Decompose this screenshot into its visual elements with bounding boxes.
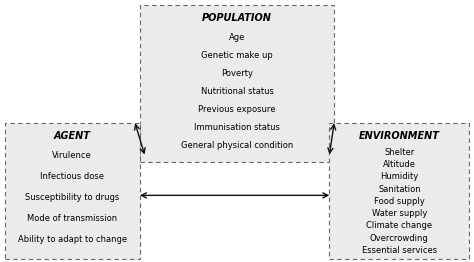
Text: Nutritional status: Nutritional status	[201, 87, 273, 96]
Text: Infectious dose: Infectious dose	[40, 172, 104, 181]
Text: ENVIRONMENT: ENVIRONMENT	[359, 131, 440, 141]
Text: Previous exposure: Previous exposure	[198, 105, 276, 114]
Text: Humidity: Humidity	[380, 172, 419, 181]
Text: Overcrowding: Overcrowding	[370, 233, 428, 243]
Text: Susceptibility to drugs: Susceptibility to drugs	[25, 193, 119, 202]
Text: Poverty: Poverty	[221, 69, 253, 78]
Text: Food supply: Food supply	[374, 197, 425, 206]
Text: Sanitation: Sanitation	[378, 185, 420, 194]
Text: Mode of transmission: Mode of transmission	[27, 214, 118, 223]
Text: Age: Age	[229, 33, 245, 42]
Bar	[140, 5, 334, 162]
Text: Genetic make up: Genetic make up	[201, 51, 273, 60]
Text: POPULATION: POPULATION	[202, 13, 272, 23]
Text: AGENT: AGENT	[54, 131, 91, 141]
Text: Essential services: Essential services	[362, 246, 437, 255]
Text: Immunisation status: Immunisation status	[194, 123, 280, 132]
Bar	[5, 123, 140, 259]
Text: Altitude: Altitude	[383, 160, 416, 169]
Bar	[329, 123, 469, 259]
Text: Ability to adapt to change: Ability to adapt to change	[18, 235, 127, 244]
Text: Shelter: Shelter	[384, 148, 414, 157]
Text: General physical condition: General physical condition	[181, 141, 293, 150]
Text: Water supply: Water supply	[372, 209, 427, 218]
Text: Virulence: Virulence	[53, 151, 92, 160]
Text: Climate change: Climate change	[366, 221, 432, 230]
